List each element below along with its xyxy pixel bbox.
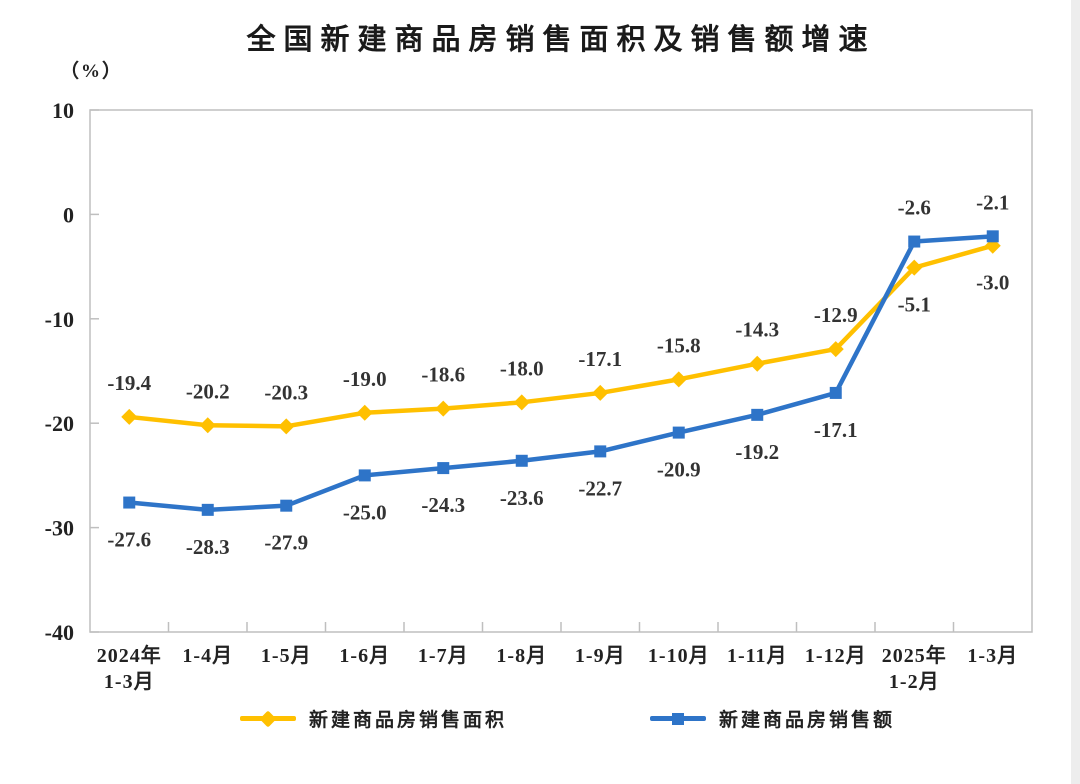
page-edge-strip [1071,0,1080,784]
data-label: -19.2 [735,440,779,464]
chart-legend: 新建商品房销售面积 新建商品房销售额 [0,705,1080,732]
diamond-marker [827,341,844,358]
x-category-label: 1-2月 [889,671,940,693]
diamond-marker [513,394,530,411]
x-category-label: 1-5月 [261,645,312,667]
square-marker [751,408,764,421]
plot-border [89,109,1033,633]
diamond-marker [199,417,216,434]
x-category-label: 1-3月 [104,671,155,693]
diamond-marker [278,418,295,435]
x-category-label: 1-6月 [339,645,390,667]
y-tick-label: 0 [63,202,74,227]
square-marker [594,445,607,458]
legend-item-sales-value: 新建商品房销售额 [650,705,895,732]
data-label: -20.2 [186,379,230,403]
data-label: -12.9 [814,303,858,327]
x-category-label: 1-10月 [648,645,710,667]
blue-line-swatch [650,712,706,725]
data-label: -20.3 [264,380,308,404]
square-marker [437,462,450,475]
x-category-label: 1-12月 [805,645,867,667]
data-label: -2.1 [976,190,1009,214]
data-label: -19.4 [107,371,151,395]
data-label: -28.3 [186,535,230,559]
square-marker [280,499,293,512]
data-label: -23.6 [500,486,544,510]
data-label: -15.8 [657,333,701,357]
x-category-label: 1-4月 [182,645,233,667]
data-label: -18.6 [421,363,465,387]
data-label: -22.7 [578,476,622,500]
data-label: -5.1 [898,293,931,317]
x-category-label: 1-8月 [496,645,547,667]
data-label: -24.3 [421,493,465,517]
diamond-marker [356,404,373,421]
y-tick-label: -20 [45,411,74,436]
y-axis-unit-label: （%） [60,61,124,82]
x-category-label: 1-11月 [727,645,788,667]
x-category-label: 2025年 [882,643,947,667]
square-marker [201,503,214,516]
square-marker [123,496,136,509]
data-label: -19.0 [343,367,387,391]
x-category-label: 1-3月 [967,645,1018,667]
square-marker [908,235,921,248]
legend-label-sales-area: 新建商品房销售面积 [308,710,507,731]
x-category-label: 2024年 [97,643,162,667]
series-line-1 [127,234,995,513]
diamond-marker [670,371,687,388]
square-marker-icon [672,712,684,725]
square-marker [672,426,685,439]
diamond-marker [592,384,609,401]
legend-item-sales-area: 新建商品房销售面积 [239,705,507,732]
legend-label-sales-value: 新建商品房销售额 [719,710,896,731]
y-tick-label: 10 [52,98,74,123]
data-label: -25.0 [343,500,387,524]
line-chart-plot: 10 0 -10 -20 -30 -40 2024年 1-3月 1-4月 1-5月 1-6月 1-7月… [45,98,1033,693]
diamond-marker [121,408,138,425]
square-marker [358,469,371,482]
data-label: -17.1 [578,347,622,371]
diamond-marker [749,355,766,372]
series-line-0 [127,243,995,429]
diamond-marker-icon [259,710,277,727]
square-marker [515,454,528,467]
diamond-marker [906,259,923,276]
diamond-marker [435,400,452,417]
data-label: -3.0 [976,271,1009,295]
chart-title: 全国新建商品房销售面积及销售额增速 [246,24,876,56]
y-tick-label: -10 [45,307,74,332]
data-label: -2.6 [898,196,931,220]
data-label: -14.3 [735,318,779,342]
x-category-label: 1-9月 [575,645,626,667]
x-category-label: 1-7月 [418,645,469,667]
square-marker [829,386,842,399]
square-marker [986,230,999,243]
data-label: -27.6 [107,528,151,552]
data-label: -17.1 [814,418,858,442]
data-label: -27.9 [264,531,308,555]
y-tick-label: -40 [45,620,74,645]
data-label: -18.0 [500,356,544,380]
yellow-line-swatch [239,710,296,727]
data-label: -20.9 [657,458,701,482]
y-tick-label: -30 [45,516,74,541]
